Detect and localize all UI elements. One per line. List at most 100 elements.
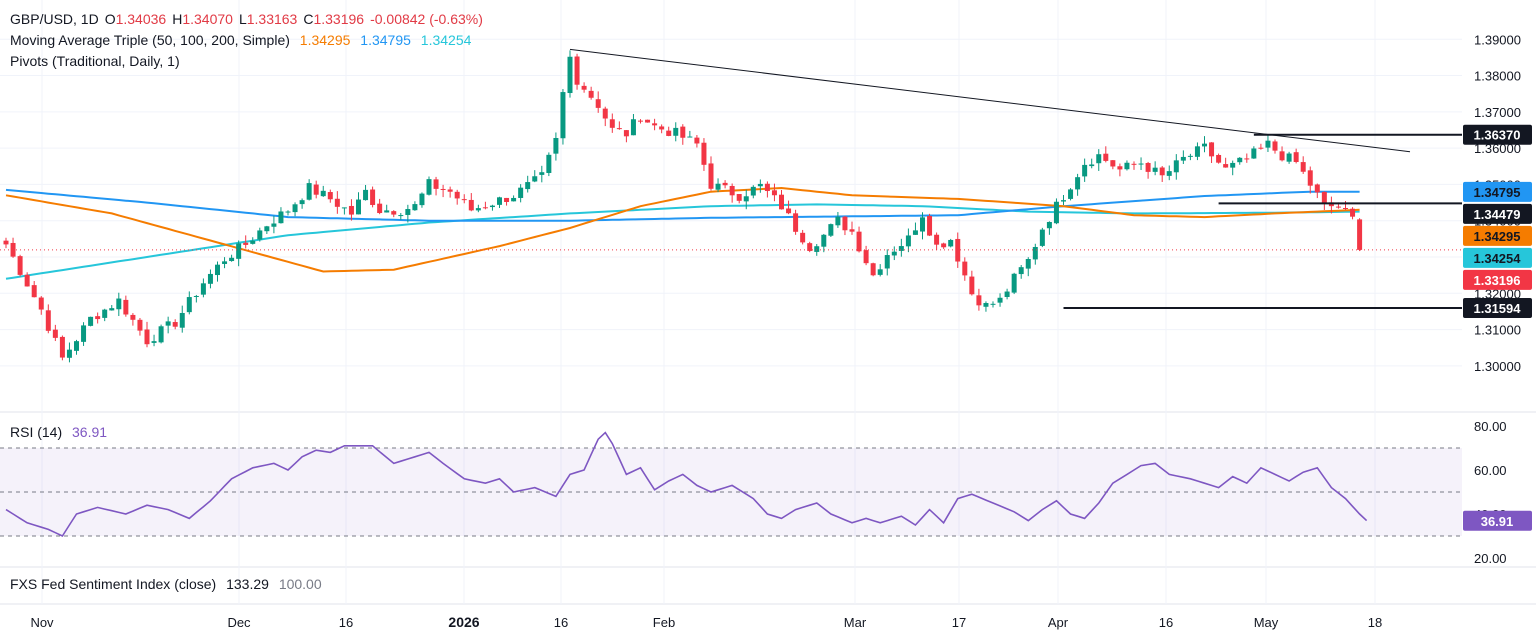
candle-body bbox=[856, 231, 862, 252]
time-tick-label: 18 bbox=[1368, 615, 1382, 630]
candle-body bbox=[468, 199, 474, 211]
price-label-box bbox=[1463, 124, 1532, 145]
rsi-pane bbox=[0, 431, 1462, 538]
candle-body bbox=[475, 208, 481, 211]
candle-body bbox=[348, 205, 354, 215]
candle-body bbox=[934, 234, 940, 245]
candle-body bbox=[539, 172, 545, 175]
high-label: H bbox=[172, 11, 183, 27]
time-axis: Nov Dec 16 2026 16 Feb Mar 17 Apr 16 May 18 bbox=[30, 614, 1382, 630]
candle-body bbox=[800, 232, 806, 243]
candle-body bbox=[200, 283, 206, 295]
candle-body bbox=[1194, 146, 1200, 157]
candle-body bbox=[891, 251, 897, 256]
candle-body bbox=[292, 204, 298, 213]
fxs-value-2: 100.00 bbox=[278, 576, 322, 592]
candle-body bbox=[158, 326, 164, 343]
change-value: -0.00842 (-0.63%) bbox=[370, 11, 483, 27]
time-tick-label: Feb bbox=[653, 615, 675, 630]
close-value: 1.33196 bbox=[313, 11, 365, 27]
candle-body bbox=[814, 246, 820, 252]
candle-body bbox=[356, 199, 361, 215]
candle-body bbox=[1350, 208, 1356, 217]
candle-body bbox=[10, 242, 16, 257]
candle-body bbox=[687, 136, 693, 138]
candle-body bbox=[1286, 153, 1292, 162]
candle-body bbox=[997, 297, 1003, 303]
price-label-box bbox=[1463, 298, 1532, 319]
candle-body bbox=[546, 154, 552, 173]
candle-body bbox=[66, 349, 72, 358]
rsi-tick-label: 20.00 bbox=[1474, 551, 1507, 566]
candle-body bbox=[955, 238, 961, 262]
time-tick-label: Dec bbox=[227, 615, 251, 630]
candle-body bbox=[1145, 162, 1151, 172]
candle-body bbox=[1061, 200, 1066, 202]
candle-body bbox=[807, 243, 813, 251]
candle-body bbox=[1089, 164, 1095, 167]
candle-body bbox=[560, 92, 566, 139]
price-label-box bbox=[1463, 269, 1532, 290]
candle-body bbox=[870, 263, 876, 276]
candle-body bbox=[1223, 164, 1229, 168]
candle-body bbox=[116, 298, 122, 310]
candle-body bbox=[511, 197, 517, 202]
low-label: L bbox=[238, 11, 247, 27]
price-tick-label: 1.38000 bbox=[1474, 69, 1521, 84]
candle-body bbox=[207, 273, 213, 284]
candle-body bbox=[722, 182, 728, 186]
candle-body bbox=[1258, 147, 1264, 149]
candle-body bbox=[616, 128, 622, 130]
price-tick-label: 1.30000 bbox=[1474, 359, 1521, 374]
candle-body bbox=[863, 250, 869, 264]
candle-body bbox=[1293, 152, 1299, 163]
candle-body bbox=[81, 325, 87, 342]
candle-body bbox=[1357, 219, 1363, 250]
candle-body bbox=[88, 316, 94, 326]
candle-body bbox=[426, 179, 432, 195]
candle-body bbox=[652, 123, 658, 126]
open-value: 1.34036 bbox=[115, 11, 167, 27]
candle-body bbox=[1046, 221, 1052, 229]
candle-body bbox=[327, 192, 333, 200]
candle-body bbox=[962, 261, 968, 276]
candle-body bbox=[299, 200, 305, 205]
candle-body bbox=[1251, 148, 1257, 159]
price-axis: 1.390001.380001.370001.360001.350001.340… bbox=[1463, 32, 1532, 566]
price-label-text: 1.34254 bbox=[1474, 251, 1522, 266]
fxs-title: FXS Fed Sentiment Index (close) bbox=[10, 576, 217, 592]
candle-body bbox=[567, 56, 573, 94]
candle-body bbox=[334, 198, 340, 207]
candle-body bbox=[1032, 246, 1038, 260]
candle-body bbox=[370, 189, 376, 205]
rsi-label-box bbox=[1463, 510, 1532, 531]
ma-title: Moving Average Triple (50, 100, 200, Sim… bbox=[10, 32, 290, 48]
grid bbox=[0, 0, 1536, 605]
candle-body bbox=[433, 179, 439, 189]
candle-body bbox=[701, 142, 707, 165]
candle-body bbox=[363, 189, 369, 201]
candle-body bbox=[215, 264, 220, 276]
candle-body bbox=[1018, 267, 1024, 275]
time-tick-label: Nov bbox=[30, 615, 54, 630]
time-tick-label: 16 bbox=[554, 615, 568, 630]
candle-body bbox=[102, 309, 108, 318]
candle-body bbox=[588, 90, 594, 98]
candle-body bbox=[1152, 167, 1158, 172]
candle-body bbox=[179, 312, 185, 328]
candle-body bbox=[1075, 177, 1081, 190]
candle-body bbox=[842, 216, 848, 231]
price-label-box bbox=[1463, 181, 1532, 202]
low-value: 1.33163 bbox=[246, 11, 298, 27]
time-tick-label: Mar bbox=[844, 615, 867, 630]
candle-body bbox=[884, 255, 890, 269]
candle-body bbox=[920, 217, 925, 232]
candle-body bbox=[948, 239, 954, 247]
candle-body bbox=[532, 176, 538, 182]
candle-body bbox=[525, 182, 531, 190]
candle-body bbox=[1124, 162, 1130, 170]
candle-body bbox=[623, 130, 629, 137]
candle-body bbox=[285, 211, 291, 213]
candle-body bbox=[736, 194, 742, 201]
